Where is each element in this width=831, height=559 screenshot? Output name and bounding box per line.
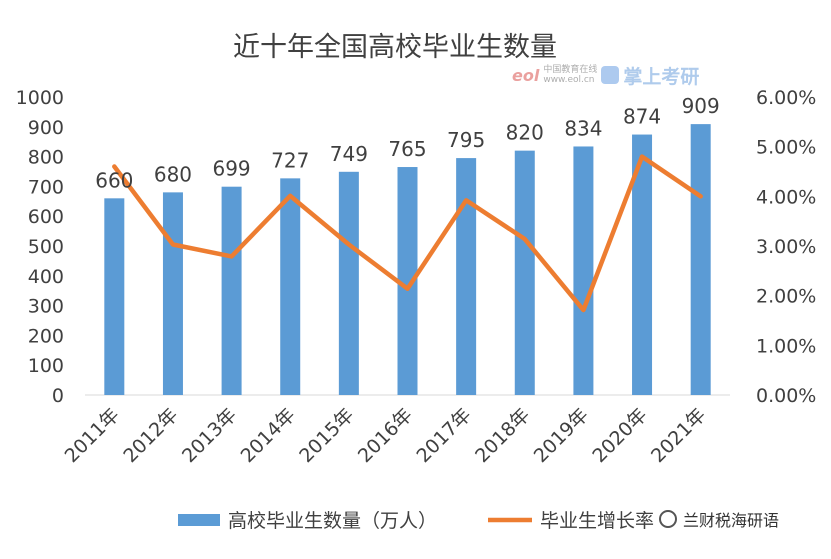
- data-label: 699: [212, 157, 250, 181]
- y-right-tick-label: 5.00%: [756, 137, 816, 159]
- x-tick-label: 2021年: [647, 404, 710, 467]
- y-left-tick-label: 700: [28, 176, 64, 198]
- y-right-tick-label: 1.00%: [756, 335, 816, 357]
- app-icon: [601, 66, 619, 84]
- data-label: 834: [564, 116, 602, 140]
- bar: [573, 146, 593, 395]
- y-right-axis: 0.00% 1.00% 2.00% 3.00% 4.00% 5.00% 6.00%: [756, 87, 816, 407]
- y-left-tick-label: 500: [28, 236, 64, 258]
- x-tick-label: 2015年: [295, 404, 358, 467]
- bar: [163, 192, 183, 395]
- x-tick-label: 2014年: [237, 404, 300, 467]
- x-tick-label: 2019年: [530, 404, 593, 467]
- x-tick-label: 2016年: [354, 404, 417, 467]
- bar: [691, 124, 711, 395]
- x-tick-label: 2020年: [588, 404, 651, 467]
- y-left-tick-label: 1000: [16, 87, 64, 109]
- bar-series: [104, 124, 710, 395]
- wechat-icon: [659, 510, 677, 528]
- legend-bar-swatch: [178, 514, 220, 526]
- y-right-tick-label: 6.00%: [756, 87, 816, 109]
- y-left-tick-label: 900: [28, 117, 64, 139]
- bar: [515, 151, 535, 395]
- x-tick-label: 2018年: [471, 404, 534, 467]
- chart-title: 近十年全国高校毕业生数量: [233, 32, 557, 63]
- eol-site-name: 中国教育在线: [543, 65, 597, 75]
- data-label: 795: [447, 128, 485, 152]
- data-label: 660: [95, 168, 133, 192]
- data-label: 749: [330, 142, 368, 166]
- data-label: 680: [154, 162, 192, 186]
- watermark: 兰财税海研语: [655, 505, 783, 533]
- data-label: 874: [623, 105, 661, 129]
- data-label: 765: [388, 137, 426, 161]
- y-left-tick-label: 200: [28, 325, 64, 347]
- bar: [339, 172, 359, 395]
- y-left-tick-label: 300: [28, 296, 64, 318]
- bar: [104, 198, 124, 395]
- data-label: 727: [271, 148, 309, 172]
- data-label: 820: [506, 121, 544, 145]
- y-right-tick-label: 3.00%: [756, 236, 816, 258]
- y-left-tick-label: 100: [28, 355, 64, 377]
- eol-logo-text: eol: [512, 66, 539, 85]
- bar: [222, 187, 242, 395]
- y-right-tick-label: 0.00%: [756, 385, 816, 407]
- y-right-tick-label: 2.00%: [756, 286, 816, 308]
- data-label: 909: [682, 94, 720, 118]
- y-left-tick-label: 800: [28, 147, 64, 169]
- y-left-tick-label: 400: [28, 266, 64, 288]
- eol-site-text: 中国教育在线 www.eol.cn: [543, 65, 597, 85]
- x-tick-label: 2013年: [178, 404, 241, 467]
- legend-bar-label: 高校毕业生数量（万人）: [228, 510, 437, 532]
- bar: [456, 158, 476, 395]
- eol-logo: eol 中国教育在线 www.eol.cn 掌上考研: [512, 62, 699, 88]
- y-left-tick-label: 0: [52, 385, 64, 407]
- legend: 高校毕业生数量（万人） 毕业生增长率: [178, 510, 654, 532]
- bar: [280, 178, 300, 395]
- watermark-text: 兰财税海研语: [683, 507, 779, 531]
- y-right-tick-label: 4.00%: [756, 186, 816, 208]
- y-left-tick-label: 600: [28, 206, 64, 228]
- x-tick-label: 2011年: [61, 404, 124, 467]
- x-tick-label: 2012年: [119, 404, 182, 467]
- eol-site-url: www.eol.cn: [543, 75, 597, 85]
- x-axis: 2011年2012年2013年2014年2015年2016年2017年2018年…: [61, 404, 711, 467]
- legend-line-label: 毕业生增长率: [540, 510, 654, 532]
- x-tick-label: 2017年: [412, 404, 475, 467]
- brand-text: 掌上考研: [623, 62, 699, 89]
